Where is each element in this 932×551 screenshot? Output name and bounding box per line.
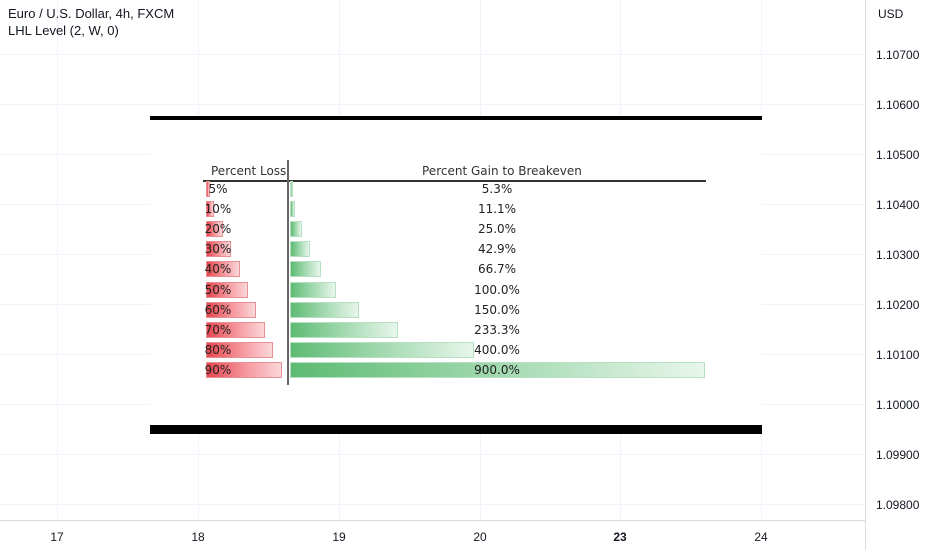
- time-label: 19: [332, 530, 346, 544]
- gain-bar: [290, 261, 321, 278]
- gain-bar: [290, 301, 360, 318]
- gain-value: 900.0%: [474, 362, 520, 377]
- loss-value: 30%: [204, 242, 232, 257]
- price-label: 1.10200: [876, 298, 920, 312]
- time-label: 20: [473, 530, 487, 544]
- gain-value: 150.0%: [474, 302, 520, 317]
- loss-bar: [206, 321, 265, 338]
- loss-bar: [206, 361, 282, 378]
- grid-line: [0, 454, 865, 455]
- indicator-title[interactable]: LHL Level (2, W, 0): [8, 23, 119, 38]
- loss-bar: [206, 181, 211, 197]
- header-underline: [203, 180, 706, 182]
- time-label: 23: [613, 530, 627, 544]
- price-label: 1.10100: [876, 348, 920, 362]
- loss-bar: [206, 201, 215, 218]
- loss-value: 5%: [208, 182, 228, 196]
- price-label: 1.10400: [876, 198, 920, 212]
- gain-bar: [290, 241, 310, 258]
- grid-line: [57, 0, 58, 520]
- gain-value: 400.0%: [474, 342, 520, 357]
- grid-line: [0, 104, 865, 105]
- loss-bar: [206, 341, 274, 358]
- price-label: 1.10500: [876, 148, 920, 162]
- gain-value: 11.1%: [477, 202, 517, 217]
- loss-value: 90%: [204, 362, 232, 377]
- bottom-black-line: [150, 425, 762, 434]
- symbol-title[interactable]: Euro / U.S. Dollar, 4h, FXCM: [8, 6, 175, 21]
- gain-value: 42.9%: [477, 242, 517, 257]
- price-label: 1.10300: [876, 248, 920, 262]
- loss-bar: [206, 261, 240, 278]
- loss-bar: [206, 281, 248, 298]
- gain-value: 233.3%: [474, 322, 520, 337]
- column-divider: [287, 160, 289, 385]
- price-axis[interactable]: USD 1.10700 1.10600 1.10500 1.10400 1.10…: [865, 0, 932, 550]
- time-label: 24: [754, 530, 768, 544]
- loss-value: 60%: [204, 302, 232, 317]
- breakeven-table: Percent Loss Percent Gain to Breakeven 5…: [150, 116, 762, 433]
- loss-bar: [206, 241, 232, 258]
- chart-pane[interactable]: Euro / U.S. Dollar, 4h, FXCM LHL Level (…: [0, 0, 865, 520]
- gain-bar: [290, 201, 296, 218]
- gain-value: 5.3%: [481, 182, 513, 196]
- loss-value: 10%: [204, 202, 232, 217]
- chart-legend: Euro / U.S. Dollar, 4h, FXCM LHL Level (…: [8, 5, 174, 39]
- gain-bar: [290, 341, 475, 358]
- loss-value: 50%: [204, 282, 232, 297]
- price-label: 1.10700: [876, 48, 920, 62]
- top-black-line: [150, 116, 762, 120]
- loss-value: 70%: [204, 322, 232, 337]
- gain-value: 66.7%: [477, 262, 517, 277]
- gain-value: 25.0%: [477, 222, 517, 237]
- loss-value: 20%: [204, 222, 232, 237]
- price-label: 1.10000: [876, 398, 920, 412]
- loss-bar: [206, 221, 223, 238]
- loss-bar: [206, 301, 257, 318]
- loss-value: 40%: [204, 262, 232, 277]
- time-axis[interactable]: 17 18 19 20 23 24: [0, 520, 865, 551]
- gain-bar: [290, 181, 293, 197]
- grid-line: [0, 54, 865, 55]
- gain-bar: [290, 221, 302, 238]
- gain-bar: [290, 281, 337, 298]
- gain-value: 100.0%: [474, 282, 520, 297]
- currency-label[interactable]: USD: [878, 7, 904, 21]
- gain-bar: [290, 321, 398, 338]
- grid-line: [0, 504, 865, 505]
- gain-bar: [290, 361, 705, 378]
- time-label: 18: [191, 530, 205, 544]
- time-label: 17: [50, 530, 64, 544]
- loss-gain-table-image: Percent Loss Percent Gain to Breakeven 5…: [150, 116, 762, 434]
- column-header-gain: Percent Gain to Breakeven: [422, 164, 582, 178]
- column-header-loss: Percent Loss: [211, 164, 287, 178]
- price-label: 1.09800: [876, 498, 920, 512]
- price-label: 1.09900: [876, 448, 920, 462]
- loss-value: 80%: [204, 342, 232, 357]
- price-label: 1.10600: [876, 98, 920, 112]
